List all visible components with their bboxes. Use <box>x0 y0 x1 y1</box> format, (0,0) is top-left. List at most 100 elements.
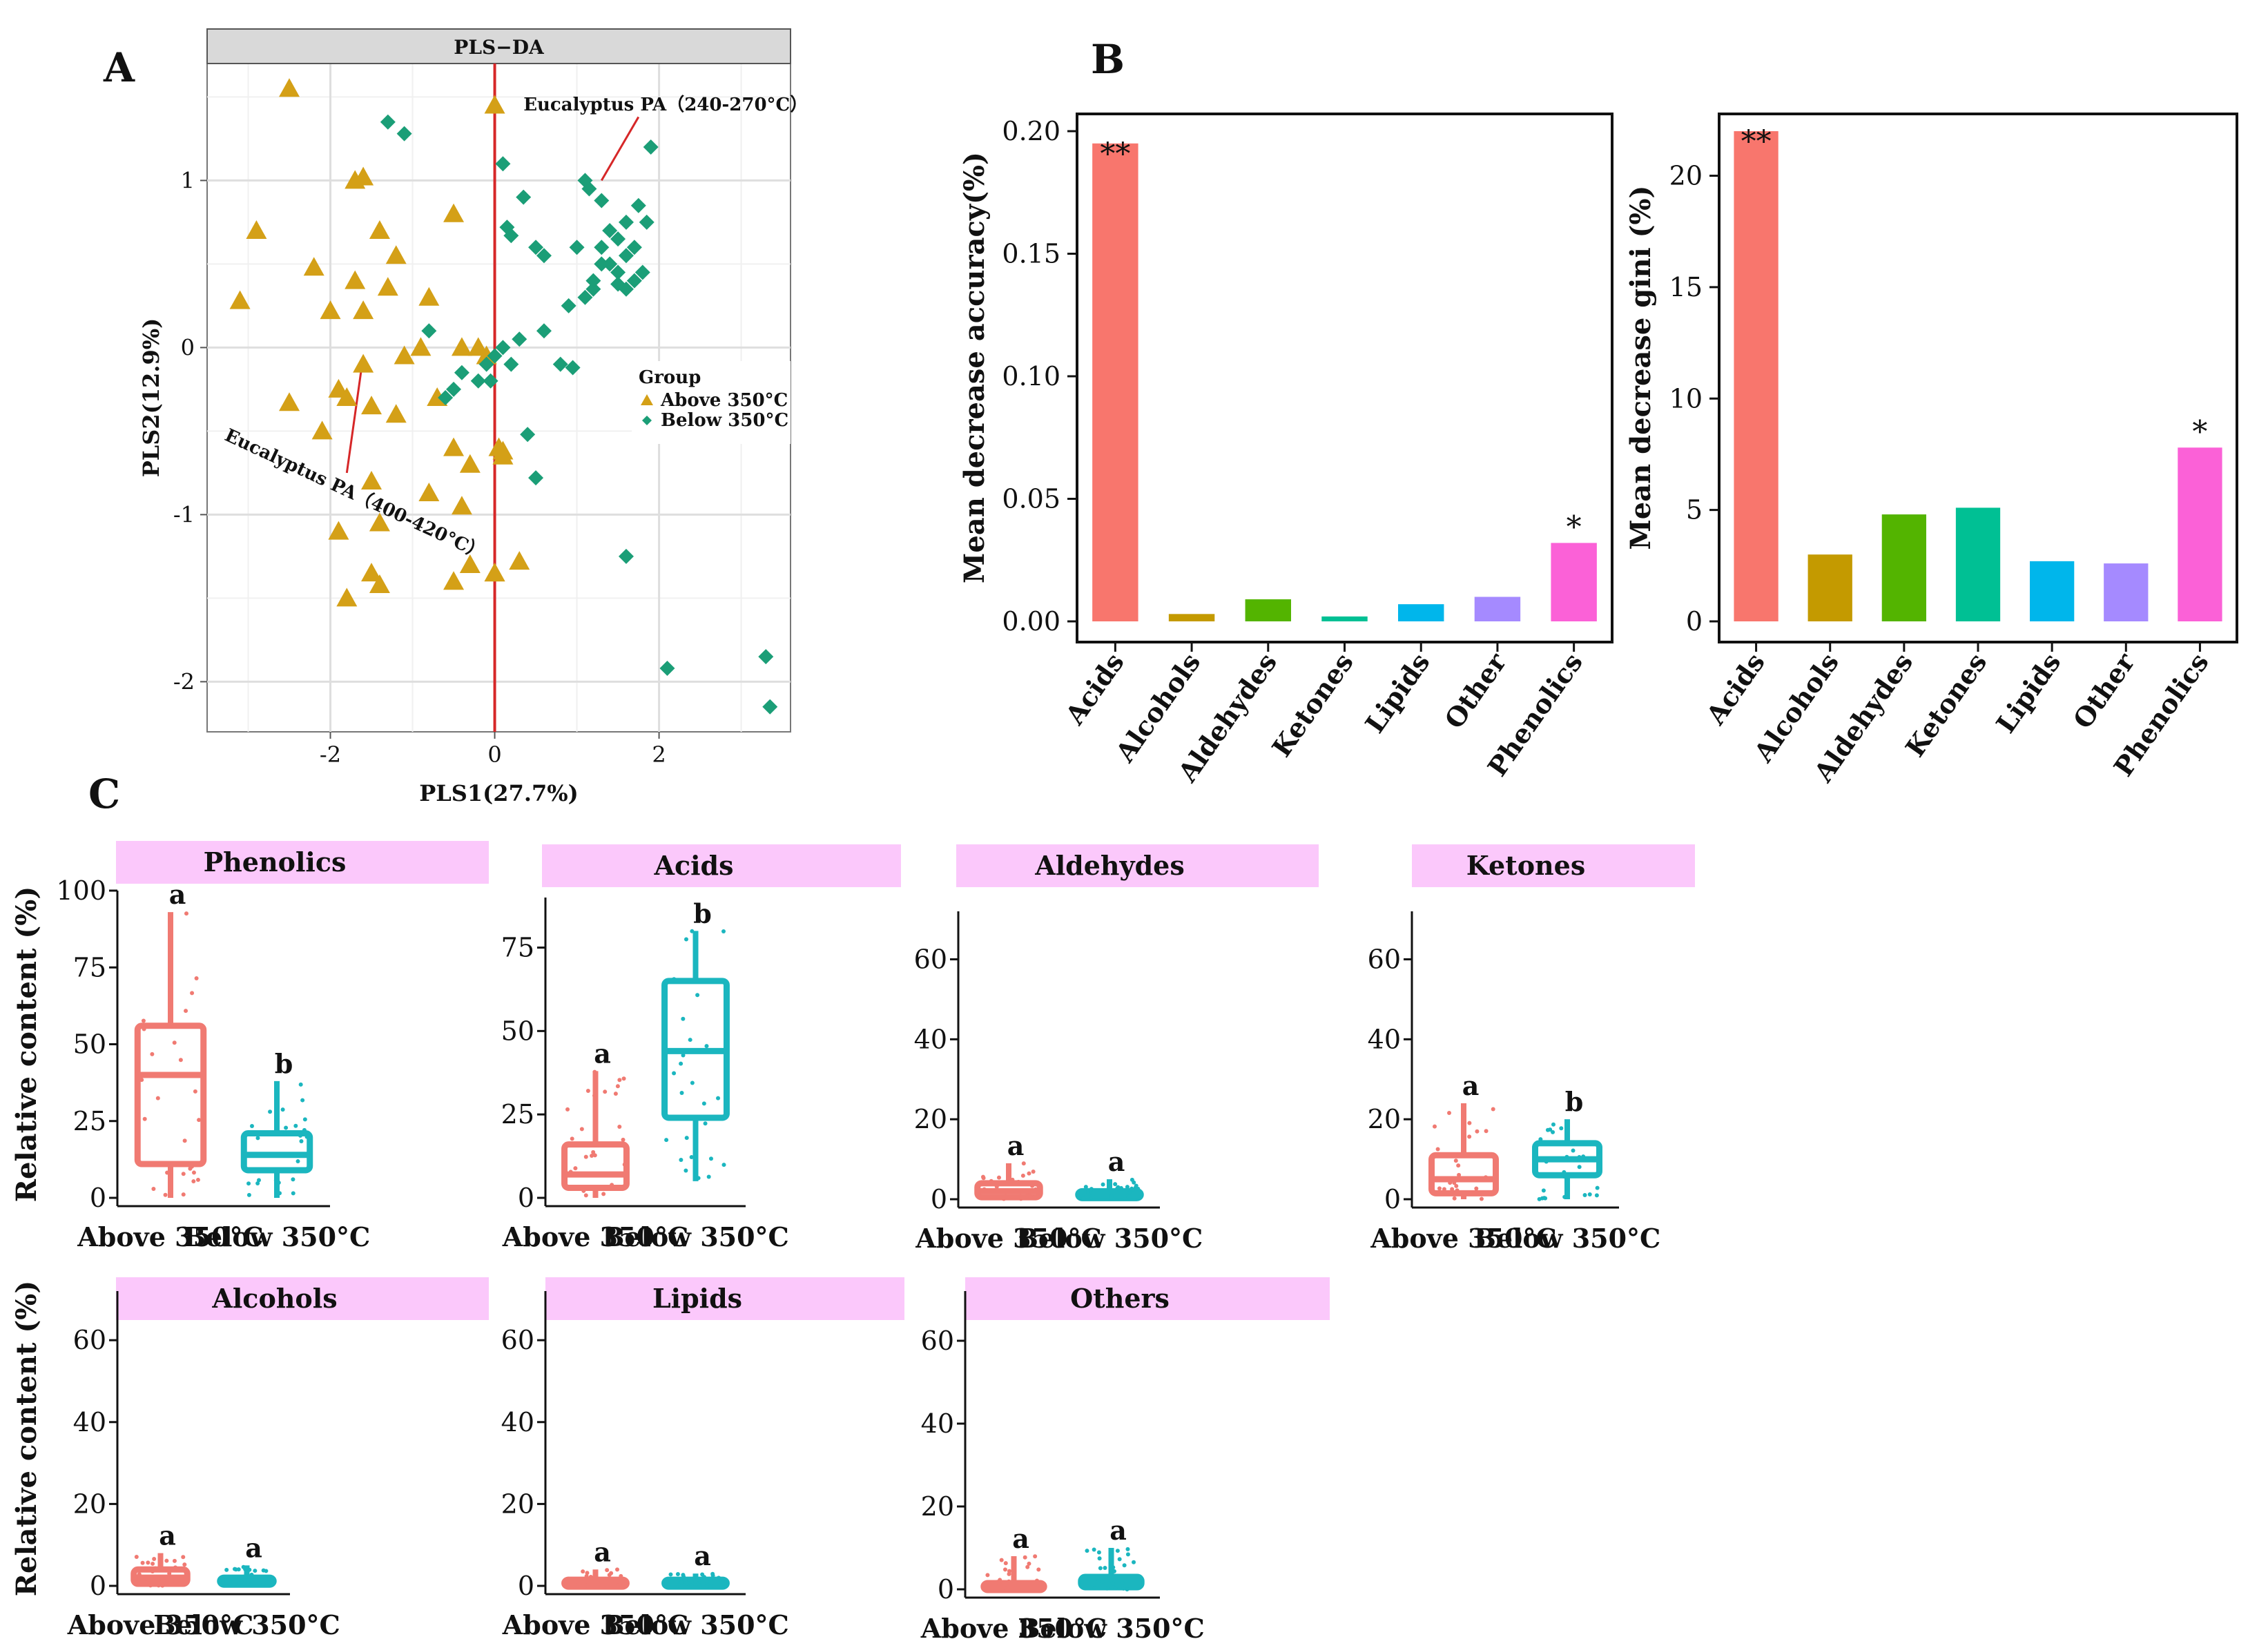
significance-letter: a <box>594 1038 611 1069</box>
jitter-point <box>1016 1179 1021 1184</box>
jitter-point <box>277 1191 282 1196</box>
jitter-point <box>1006 1585 1011 1590</box>
jitter-point <box>601 1192 606 1196</box>
jitter-point <box>621 1137 626 1142</box>
jitter-point <box>1453 1159 1458 1163</box>
y-tick-label: 5 <box>1686 495 1703 525</box>
jitter-point <box>990 1583 995 1588</box>
y-tick-label: 40 <box>914 1024 947 1054</box>
y-tick-label: 0.10 <box>1002 361 1060 391</box>
x-tick-label: Above 350°C <box>920 1613 1107 1644</box>
legend-entry: Above 350°C <box>660 390 788 411</box>
data-point-above <box>443 571 465 590</box>
jitter-point <box>182 1138 187 1143</box>
jitter-point <box>165 1170 170 1175</box>
jitter-point <box>1080 1196 1085 1201</box>
jitter-point <box>139 1078 144 1083</box>
y-tick-label: 0.05 <box>1002 484 1060 514</box>
legend-entry: Below 350°C <box>661 410 788 431</box>
data-point-below <box>495 340 511 356</box>
jitter-point <box>710 1571 715 1576</box>
jitter-point <box>1113 1586 1118 1591</box>
y-tick-label: 0 <box>181 334 195 360</box>
data-point-above <box>353 353 374 373</box>
annotation-pointer <box>600 116 640 182</box>
title-strip <box>206 28 791 64</box>
y-tick-label: 0.15 <box>1002 239 1060 269</box>
data-point-below <box>552 356 568 372</box>
data-point-below <box>618 248 634 264</box>
jitter-point <box>583 1193 588 1198</box>
jitter-point <box>246 1192 251 1197</box>
significance-letter: a <box>1012 1523 1029 1554</box>
bar-alcohols <box>1807 554 1852 621</box>
jitter-point <box>1447 1111 1452 1116</box>
jitter-point <box>181 1192 186 1197</box>
jitter-point <box>190 991 195 996</box>
jitter-point <box>571 1582 576 1587</box>
data-point-below <box>528 470 544 486</box>
x-tick-label: Below 350°C <box>1474 1223 1661 1254</box>
jitter-point <box>573 1166 578 1171</box>
jitter-point <box>1450 1187 1455 1192</box>
jitter-point <box>690 929 695 933</box>
jitter-point <box>1452 1181 1457 1185</box>
data-point-below <box>610 276 626 292</box>
jitter-point <box>603 1089 608 1094</box>
jitter-point <box>1003 1561 1008 1566</box>
box-above <box>134 1022 207 1167</box>
jitter-point <box>604 1142 609 1147</box>
jitter-point <box>221 1580 226 1584</box>
jitter-point <box>983 1586 988 1591</box>
data-point-below <box>758 649 774 665</box>
jitter-point <box>1125 1587 1130 1591</box>
jitter-point <box>585 1088 590 1093</box>
y-tick-label: 100 <box>56 875 106 906</box>
jitter-point <box>1097 1556 1102 1561</box>
jitter-point <box>1002 1567 1007 1572</box>
data-point-below <box>634 264 650 280</box>
y-tick-label: 60 <box>1368 944 1401 975</box>
jitter-point <box>994 1184 999 1189</box>
jitter-point <box>261 1568 266 1573</box>
data-point-above <box>229 290 251 309</box>
jitter-point <box>268 1109 273 1114</box>
y-tick-label: 25 <box>73 1106 106 1136</box>
jitter-point <box>156 1583 161 1588</box>
data-point-above <box>484 563 505 582</box>
jitter-point <box>681 1053 686 1058</box>
jitter-point <box>679 1157 684 1162</box>
jitter-point <box>276 1180 281 1185</box>
bar-acids <box>1734 131 1778 621</box>
data-point-above <box>336 588 358 607</box>
jitter-point <box>229 1576 233 1581</box>
jitter-point <box>256 1178 261 1183</box>
data-point-above <box>459 454 481 473</box>
x-tick-label: Below 350°C <box>184 1221 371 1252</box>
jitter-point <box>1134 1183 1138 1188</box>
data-point-above <box>246 220 267 239</box>
facet-strip <box>956 844 1319 887</box>
jitter-point <box>1022 1555 1027 1560</box>
jitter-point <box>243 1567 248 1572</box>
data-point-below <box>659 661 675 677</box>
jitter-point <box>721 929 726 934</box>
jitter-point <box>253 1569 258 1573</box>
jitter-point <box>148 1583 153 1588</box>
jitter-point <box>232 1582 237 1587</box>
bar-phenolics <box>1551 543 1597 621</box>
bar-alcohols <box>1168 614 1215 621</box>
facet-strip <box>1412 844 1695 887</box>
jitter-point <box>679 1061 684 1066</box>
data-point-above <box>418 482 440 501</box>
x-tick-label: Above 350°C <box>915 1223 1101 1254</box>
y-tick-label: 50 <box>73 1029 106 1060</box>
data-point-below <box>594 240 610 255</box>
jitter-point <box>980 1174 985 1179</box>
significance-letter: b <box>693 898 712 929</box>
jitter-point <box>142 1027 146 1031</box>
jitter-point <box>1110 1581 1115 1586</box>
jitter-point <box>1025 1564 1030 1569</box>
y-tick-label: 1 <box>181 167 195 193</box>
bar-ketones <box>1955 507 2001 621</box>
